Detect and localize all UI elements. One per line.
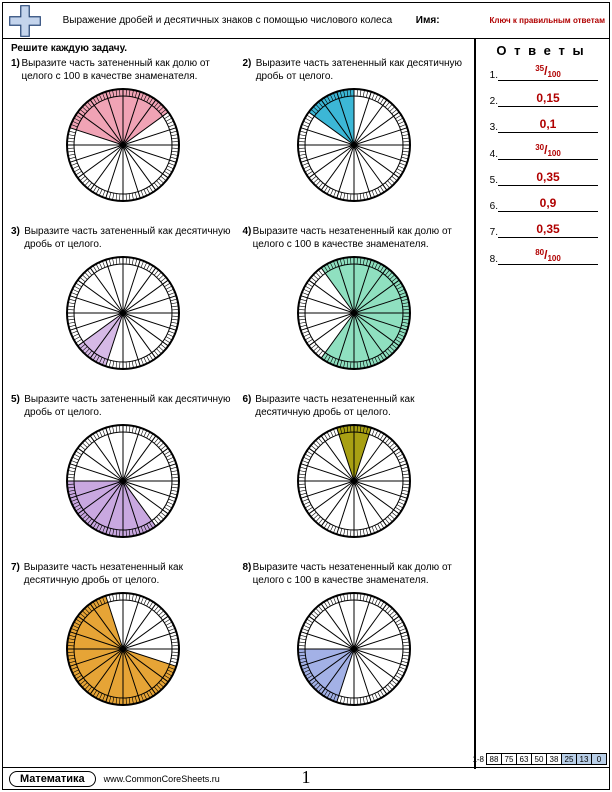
- answer-number: 7.: [484, 227, 498, 238]
- problem-number: 4): [243, 226, 253, 237]
- problem: 8)Выразите часть незатененный как долю о…: [243, 560, 467, 728]
- wheel-container: [11, 423, 235, 539]
- wheel-container: [11, 87, 235, 203]
- problem: 2)Выразите часть затененный как десятичн…: [243, 56, 467, 224]
- answer-value: 0,15: [498, 91, 598, 107]
- answer-number: 1.: [484, 70, 498, 81]
- page-number: 1: [302, 767, 311, 788]
- answer-value: 80/100: [498, 248, 598, 265]
- answer-number: 8.: [484, 254, 498, 265]
- number-wheel: [296, 591, 412, 707]
- worksheet-title: Выражение дробей и десятичных знаков с п…: [47, 15, 408, 26]
- wheel-container: [11, 591, 235, 707]
- wheel-container: [243, 255, 467, 371]
- number-wheel: [65, 591, 181, 707]
- problem-number: 5): [11, 394, 24, 405]
- answer-number: 5.: [484, 175, 498, 186]
- number-wheel: [65, 87, 181, 203]
- answer-value: 35/100: [498, 64, 598, 81]
- answer-row: 3.0,1: [484, 117, 598, 133]
- answer-row: 1.35/100: [484, 64, 598, 81]
- score-cell: 25: [561, 753, 577, 765]
- problem-text: Выразите часть незатененный как долю от …: [253, 562, 466, 587]
- problem: 5)Выразите часть затененный как десятичн…: [11, 392, 235, 560]
- answer-number: 3.: [484, 122, 498, 133]
- answer-number: 6.: [484, 201, 498, 212]
- problem-text: Выразите часть затененный как десятичную…: [24, 394, 234, 419]
- answer-row: 2.0,15: [484, 91, 598, 107]
- score-cell: 0: [591, 753, 607, 765]
- answers-column: О т в е т ы 1.35/100 2.0,15 3.0,1 4.30/100 5…: [474, 39, 606, 769]
- problems-grid: 1)Выразите часть затененный как долю от …: [11, 56, 466, 728]
- answer-value: 0,1: [498, 117, 598, 133]
- answer-row: 8.80/100: [484, 248, 598, 265]
- problem: 1)Выразите часть затененный как долю от …: [11, 56, 235, 224]
- wheel-container: [243, 423, 467, 539]
- answer-number: 2.: [484, 96, 498, 107]
- score-cell: 13: [576, 753, 592, 765]
- problem-text: Выразите часть затененный как десятичную…: [24, 226, 234, 251]
- number-wheel: [296, 87, 412, 203]
- answers-header: О т в е т ы: [484, 43, 598, 58]
- problem-number: 3): [11, 226, 24, 237]
- number-wheel: [296, 255, 412, 371]
- instruction: Решите каждую задачу.: [11, 43, 466, 54]
- subject-badge: Математика: [9, 771, 96, 787]
- plus-logo-icon: [7, 4, 43, 38]
- problem: 7)Выразите часть незатененный как десяти…: [11, 560, 235, 728]
- score-cell: 50: [531, 753, 547, 765]
- header: Выражение дробей и десятичных знаков с п…: [3, 3, 609, 39]
- score-strip: 1-8 887563503825130: [472, 753, 607, 765]
- site-url: www.CommonCoreSheets.ru: [104, 774, 220, 784]
- score-range-label: 1-8: [472, 755, 484, 764]
- score-cell: 38: [546, 753, 562, 765]
- answer-key-note: Ключ к правильным ответам: [490, 16, 609, 25]
- problem-number: 7): [11, 562, 24, 573]
- problem-number: 1): [11, 58, 21, 69]
- problem-text: Выразите часть незатененный как десятичн…: [24, 562, 235, 587]
- answer-value: 30/100: [498, 143, 598, 160]
- problem-number: 8): [243, 562, 253, 573]
- score-cell: 75: [501, 753, 517, 765]
- problem-text: Выразите часть незатененный как десятичн…: [255, 394, 466, 419]
- score-cell: 63: [516, 753, 532, 765]
- wheel-container: [11, 255, 235, 371]
- worksheet-page: Выражение дробей и десятичных знаков с п…: [2, 2, 610, 790]
- problem-number: 6): [243, 394, 256, 405]
- answer-value: 0,35: [498, 222, 598, 238]
- number-wheel: [65, 255, 181, 371]
- wheel-container: [243, 591, 467, 707]
- problem: 4)Выразите часть незатененный как долю о…: [243, 224, 467, 392]
- answer-row: 6.0,9: [484, 196, 598, 212]
- problem-number: 2): [243, 58, 256, 69]
- number-wheel: [296, 423, 412, 539]
- answer-row: 4.30/100: [484, 143, 598, 160]
- number-wheel: [65, 423, 181, 539]
- answers-list: 1.35/1002.0,153.0,14.30/1005.0,356.0,97.…: [484, 64, 598, 265]
- answer-number: 4.: [484, 149, 498, 160]
- problem: 3)Выразите часть затененный как десятичн…: [11, 224, 235, 392]
- answer-row: 7.0,35: [484, 222, 598, 238]
- problems-column: Решите каждую задачу. 1)Выразите часть з…: [3, 39, 475, 769]
- footer: Математика www.CommonCoreSheets.ru 1: [3, 767, 609, 789]
- answer-value: 0,35: [498, 170, 598, 186]
- wheel-container: [243, 87, 467, 203]
- score-cell: 88: [486, 753, 502, 765]
- name-label: Имя:: [416, 15, 440, 26]
- problem-text: Выразите часть затененный как долю от це…: [21, 58, 234, 83]
- body: Решите каждую задачу. 1)Выразите часть з…: [3, 39, 609, 769]
- problem-text: Выразите часть затененный как десятичную…: [256, 58, 466, 83]
- answer-value: 0,9: [498, 196, 598, 212]
- answer-row: 5.0,35: [484, 170, 598, 186]
- problem-text: Выразите часть незатененный как долю от …: [253, 226, 466, 251]
- problem: 6)Выразите часть незатененный как десяти…: [243, 392, 467, 560]
